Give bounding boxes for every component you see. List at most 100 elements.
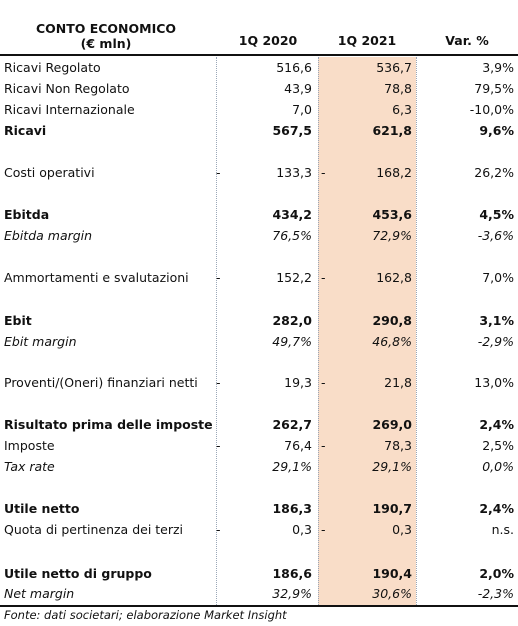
value-1q2020: 133,3 (276, 165, 312, 180)
table-row: Ricavi 567,5 621,8 9,6% (0, 120, 518, 141)
value-1q2021: 190,4 (372, 566, 412, 581)
table-row: Risultato prima delle imposte 262,7 269,… (0, 414, 518, 435)
value-1q2020: 29,1% (272, 459, 312, 474)
dash-marker: - (321, 270, 326, 285)
value-1q2021: 6,3 (392, 102, 412, 117)
value-variation: n.s. (491, 522, 514, 537)
value-variation: -10,0% (469, 102, 514, 117)
table-header: CONTO ECONOMICO (€ mln) 1Q 2020 1Q 2021 … (0, 0, 518, 54)
table-row: Ebit 282,0 290,8 3,1% (0, 310, 518, 331)
value-1q2020: 434,2 (272, 207, 312, 222)
value-variation: 2,4% (479, 501, 514, 516)
row-label: Ebit (4, 313, 32, 328)
source-footnote: Fonte: dati societari; elaborazione Mark… (4, 608, 287, 622)
value-variation: 4,5% (479, 207, 514, 222)
row-label: Ebitda (4, 207, 50, 222)
table-row: Ebitda 434,2 453,6 4,5% (0, 204, 518, 225)
value-1q2020: 152,2 (276, 270, 312, 285)
table-bottom-rule (0, 605, 518, 607)
row-label: Proventi/(Oneri) finanziari netti (4, 375, 198, 390)
row-label: Risultato prima delle imposte (4, 417, 213, 432)
value-1q2020: 76,5% (272, 228, 312, 243)
table-row: Ebitda margin 76,5% 72,9% -3,6% (0, 225, 518, 246)
dash-marker: - (216, 375, 221, 390)
dash-marker: - (321, 165, 326, 180)
row-label: Ricavi (4, 123, 47, 138)
dash-marker: - (321, 375, 326, 390)
value-1q2021: 269,0 (372, 417, 412, 432)
value-1q2020: 7,0 (292, 102, 312, 117)
row-label: Net margin (4, 586, 75, 601)
value-variation: 9,6% (479, 123, 514, 138)
table-row: Ricavi Regolato 516,6 536,7 3,9% (0, 57, 518, 78)
row-label: Ricavi Regolato (4, 60, 101, 75)
value-variation: 3,9% (482, 60, 514, 75)
table-row: Utile netto 186,3 190,7 2,4% (0, 498, 518, 519)
column-header-1q2020: 1Q 2020 (238, 33, 298, 48)
row-label: Ebitda margin (4, 228, 93, 243)
value-1q2021: 536,7 (376, 60, 412, 75)
dash-marker: - (216, 522, 221, 537)
value-1q2021: 30,6% (372, 586, 412, 601)
column-header-1q2021: 1Q 2021 (337, 33, 397, 48)
table-row: Net margin 32,9% 30,6% -2,3% (0, 583, 518, 604)
table-row: Imposte - 76,4 - 78,3 2,5% (0, 435, 518, 456)
value-variation: -2,3% (477, 586, 514, 601)
value-1q2020: 567,5 (272, 123, 312, 138)
dash-marker: - (321, 438, 326, 453)
column-divider (216, 57, 217, 605)
value-variation: 79,5% (474, 81, 514, 96)
highlighted-column-1q2021 (318, 57, 416, 605)
row-label: Utile netto (4, 501, 80, 516)
value-variation: 13,0% (474, 375, 514, 390)
value-1q2021: 46,8% (372, 334, 412, 349)
dash-marker: - (216, 270, 221, 285)
value-variation: 7,0% (482, 270, 514, 285)
value-1q2021: 621,8 (372, 123, 412, 138)
value-1q2020: 19,3 (284, 375, 312, 390)
value-variation: 3,1% (479, 313, 514, 328)
row-label: Ricavi Internazionale (4, 102, 135, 117)
row-label: Quota di pertinenza dei terzi (4, 522, 184, 537)
table-row: Ammortamenti e svalutazioni - 152,2 - 16… (0, 267, 518, 288)
value-variation: 2,4% (479, 417, 514, 432)
value-1q2021: 190,7 (372, 501, 412, 516)
value-1q2020: 186,6 (272, 566, 312, 581)
value-1q2021: 29,1% (372, 459, 412, 474)
value-1q2020: 32,9% (272, 586, 312, 601)
table-row: Ebit margin 49,7% 46,8% -2,9% (0, 331, 518, 352)
value-1q2021: 168,2 (376, 165, 412, 180)
value-1q2021: 162,8 (376, 270, 412, 285)
value-1q2020: 186,3 (272, 501, 312, 516)
row-label: Utile netto di gruppo (4, 566, 152, 581)
value-1q2021: 72,9% (372, 228, 412, 243)
column-header-variation: Var. % (445, 33, 489, 48)
table-row: Quota di pertinenza dei terzi - 0,3 - 0,… (0, 519, 518, 540)
value-1q2021: 21,8 (384, 375, 412, 390)
table-row: Tax rate 29,1% 29,1% 0,0% (0, 456, 518, 477)
value-1q2020: 282,0 (272, 313, 312, 328)
header-divider (0, 54, 518, 56)
value-variation: 2,0% (479, 566, 514, 581)
row-label: Imposte (4, 438, 55, 453)
value-1q2021: 453,6 (372, 207, 412, 222)
value-1q2020: 49,7% (272, 334, 312, 349)
column-divider (318, 57, 319, 605)
table-row: Proventi/(Oneri) finanziari netti - 19,3… (0, 372, 518, 393)
value-1q2020: 262,7 (272, 417, 312, 432)
value-1q2020: 76,4 (284, 438, 312, 453)
table-title-line1: CONTO ECONOMICO (35, 21, 177, 36)
dash-marker: - (216, 438, 221, 453)
column-divider (416, 57, 417, 605)
dash-marker: - (216, 165, 221, 180)
value-1q2020: 0,3 (292, 522, 312, 537)
table-row: Costi operativi - 133,3 - 168,2 26,2% (0, 162, 518, 183)
value-variation: -3,6% (477, 228, 514, 243)
table-title: CONTO ECONOMICO (€ mln) (6, 21, 206, 51)
value-variation: -2,9% (477, 334, 514, 349)
value-1q2020: 43,9 (284, 81, 312, 96)
value-variation: 0,0% (482, 459, 514, 474)
value-variation: 26,2% (474, 165, 514, 180)
value-1q2021: 290,8 (372, 313, 412, 328)
